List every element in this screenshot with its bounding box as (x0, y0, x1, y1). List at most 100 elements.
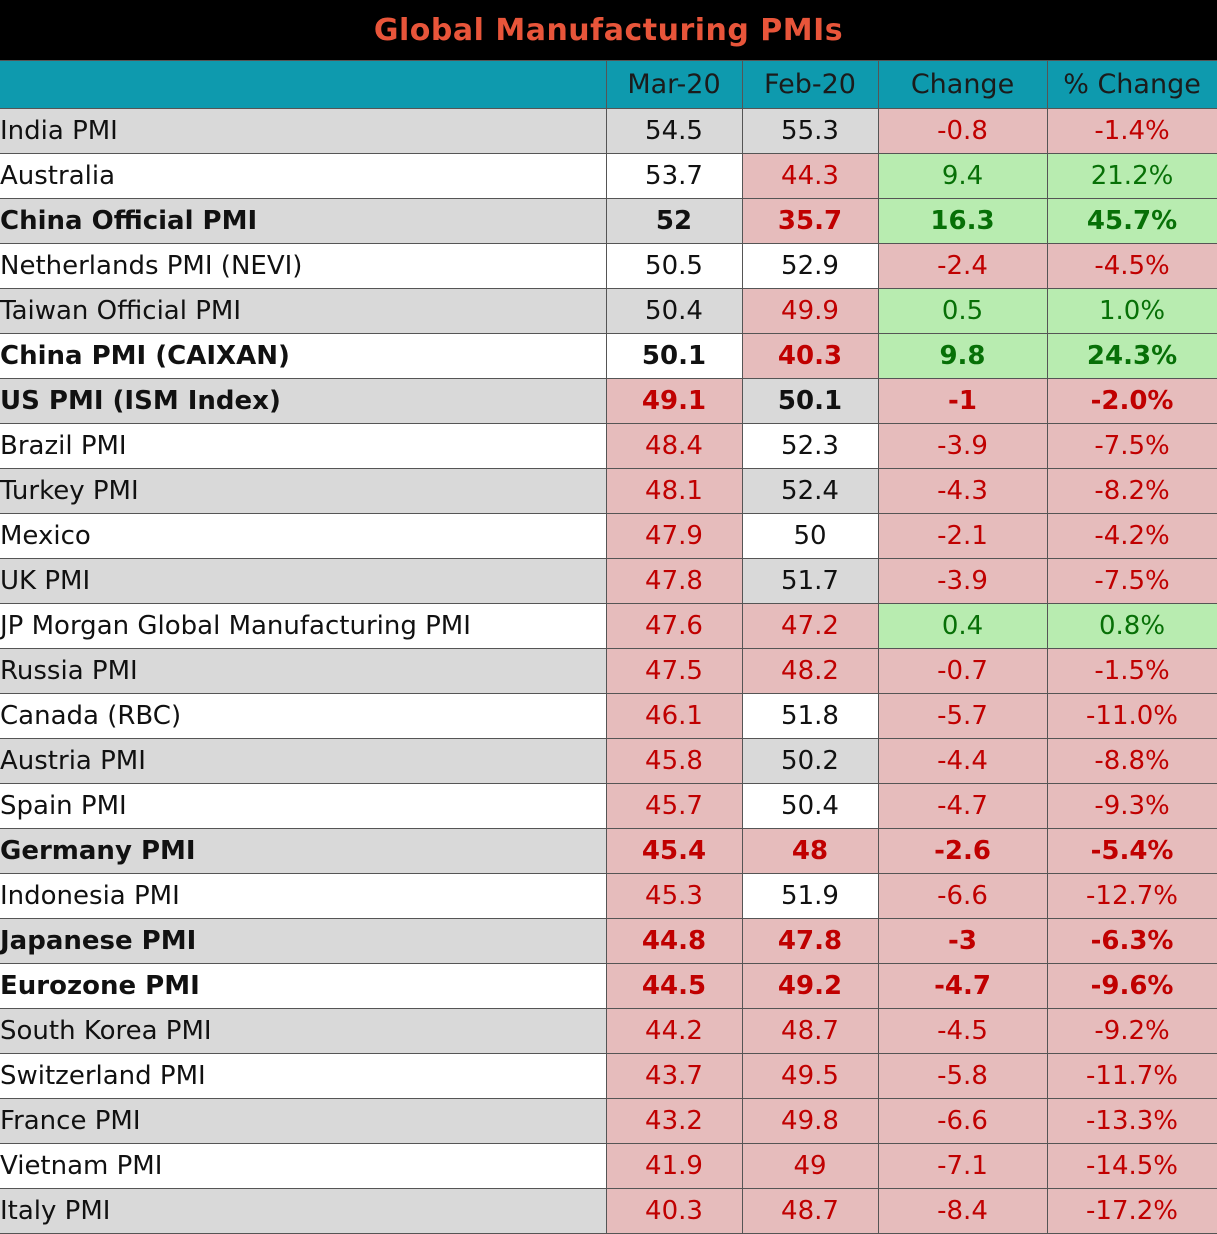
table-row: Australia 53.7 44.3 9.4 21.2% (0, 153, 1217, 199)
pct-change-cell: -11.0% (1046, 693, 1217, 739)
row-label: Russia PMI (0, 648, 607, 694)
table-row: India PMI 54.5 55.3 -0.8 -1.4% (0, 108, 1217, 154)
mar-20-cell: 46.1 (605, 693, 743, 739)
mar-20-cell: 50.5 (605, 243, 743, 289)
feb-20-cell: 51.8 (741, 693, 879, 739)
change-cell: 16.3 (877, 198, 1048, 244)
row-label: Indonesia PMI (0, 873, 607, 919)
row-label: JP Morgan Global Manufacturing PMI (0, 603, 607, 649)
mar-20-cell: 43.7 (605, 1053, 743, 1099)
feb-20-cell: 40.3 (741, 333, 879, 379)
pct-change-cell: -1.5% (1046, 648, 1217, 694)
row-label: Vietnam PMI (0, 1143, 607, 1189)
pct-change-cell: -4.5% (1046, 243, 1217, 289)
row-label: Switzerland PMI (0, 1053, 607, 1099)
change-cell: 9.4 (877, 153, 1048, 199)
table-row: Italy PMI 40.3 48.7 -8.4 -17.2% (0, 1188, 1217, 1234)
pct-change-cell: 0.8% (1046, 603, 1217, 649)
table-row: Brazil PMI 48.4 52.3 -3.9 -7.5% (0, 423, 1217, 469)
row-label: Canada (RBC) (0, 693, 607, 739)
row-label: Austria PMI (0, 738, 607, 784)
table-row: JP Morgan Global Manufacturing PMI 47.6 47… (0, 603, 1217, 649)
feb-20-cell: 50.1 (741, 378, 879, 424)
pct-change-cell: -8.2% (1046, 468, 1217, 514)
change-cell: 0.4 (877, 603, 1048, 649)
mar-20-cell: 43.2 (605, 1098, 743, 1144)
feb-20-cell: 51.9 (741, 873, 879, 919)
change-cell: -4.5 (877, 1008, 1048, 1054)
table-row: Taiwan Official PMI 50.4 49.9 0.5 1.0% (0, 288, 1217, 334)
column-header-row: Mar-20 Feb-20 Change % Change (0, 60, 1217, 109)
table-row: South Korea PMI 44.2 48.7 -4.5 -9.2% (0, 1008, 1217, 1054)
change-cell: -4.4 (877, 738, 1048, 784)
table-row: France PMI 43.2 49.8 -6.6 -13.3% (0, 1098, 1217, 1144)
table-row: Indonesia PMI 45.3 51.9 -6.6 -12.7% (0, 873, 1217, 919)
feb-20-cell: 48 (741, 828, 879, 874)
table-row: Turkey PMI 48.1 52.4 -4.3 -8.2% (0, 468, 1217, 514)
row-label: Australia (0, 153, 607, 199)
change-cell: 9.8 (877, 333, 1048, 379)
feb-20-cell: 48.7 (741, 1188, 879, 1234)
change-cell: -4.7 (877, 963, 1048, 1009)
table-title: Global Manufacturing PMIs (0, 0, 1217, 61)
feb-20-cell: 55.3 (741, 108, 879, 154)
feb-20-cell: 49.9 (741, 288, 879, 334)
feb-20-cell: 49.8 (741, 1098, 879, 1144)
feb-20-cell: 47.8 (741, 918, 879, 964)
mar-20-cell: 48.4 (605, 423, 743, 469)
feb-20-cell: 50.2 (741, 738, 879, 784)
table-row: China Official PMI 52 35.7 16.3 45.7% (0, 198, 1217, 244)
feb-20-cell: 49.5 (741, 1053, 879, 1099)
feb-20-cell: 48.2 (741, 648, 879, 694)
pct-change-cell: 24.3% (1046, 333, 1217, 379)
feb-20-cell: 52.9 (741, 243, 879, 289)
row-label: Eurozone PMI (0, 963, 607, 1009)
pct-change-cell: -4.2% (1046, 513, 1217, 559)
table-row: Spain PMI 45.7 50.4 -4.7 -9.3% (0, 783, 1217, 829)
table-row: China PMI (CAIXAN) 50.1 40.3 9.8 24.3% (0, 333, 1217, 379)
change-cell: -3.9 (877, 423, 1048, 469)
header-mar-20: Mar-20 (605, 60, 743, 109)
mar-20-cell: 47.9 (605, 513, 743, 559)
mar-20-cell: 45.8 (605, 738, 743, 784)
header-pct-change: % Change (1046, 60, 1217, 109)
mar-20-cell: 45.3 (605, 873, 743, 919)
change-cell: -2.1 (877, 513, 1048, 559)
table-row: UK PMI 47.8 51.7 -3.9 -7.5% (0, 558, 1217, 604)
row-label: Brazil PMI (0, 423, 607, 469)
change-cell: -7.1 (877, 1143, 1048, 1189)
table-row: US PMI (ISM Index) 49.1 50.1 -1 -2.0% (0, 378, 1217, 424)
pct-change-cell: -9.3% (1046, 783, 1217, 829)
pct-change-cell: 45.7% (1046, 198, 1217, 244)
header-feb-20: Feb-20 (741, 60, 879, 109)
mar-20-cell: 47.6 (605, 603, 743, 649)
mar-20-cell: 47.5 (605, 648, 743, 694)
change-cell: -2.4 (877, 243, 1048, 289)
row-label: China PMI (CAIXAN) (0, 333, 607, 379)
table-row: Mexico 47.9 50 -2.1 -4.2% (0, 513, 1217, 559)
change-cell: -1 (877, 378, 1048, 424)
mar-20-cell: 52 (605, 198, 743, 244)
mar-20-cell: 50.1 (605, 333, 743, 379)
row-label: China Official PMI (0, 198, 607, 244)
row-label: Italy PMI (0, 1188, 607, 1234)
pct-change-cell: 1.0% (1046, 288, 1217, 334)
change-cell: -6.6 (877, 873, 1048, 919)
change-cell: -2.6 (877, 828, 1048, 874)
row-label: France PMI (0, 1098, 607, 1144)
table-row: Eurozone PMI 44.5 49.2 -4.7 -9.6% (0, 963, 1217, 1009)
pct-change-cell: 21.2% (1046, 153, 1217, 199)
table-row: Vietnam PMI 41.9 49 -7.1 -14.5% (0, 1143, 1217, 1189)
mar-20-cell: 45.4 (605, 828, 743, 874)
mar-20-cell: 47.8 (605, 558, 743, 604)
pct-change-cell: -1.4% (1046, 108, 1217, 154)
change-cell: -0.8 (877, 108, 1048, 154)
mar-20-cell: 49.1 (605, 378, 743, 424)
pct-change-cell: -7.5% (1046, 423, 1217, 469)
mar-20-cell: 44.8 (605, 918, 743, 964)
change-cell: 0.5 (877, 288, 1048, 334)
row-label: India PMI (0, 108, 607, 154)
feb-20-cell: 49.2 (741, 963, 879, 1009)
row-label: UK PMI (0, 558, 607, 604)
